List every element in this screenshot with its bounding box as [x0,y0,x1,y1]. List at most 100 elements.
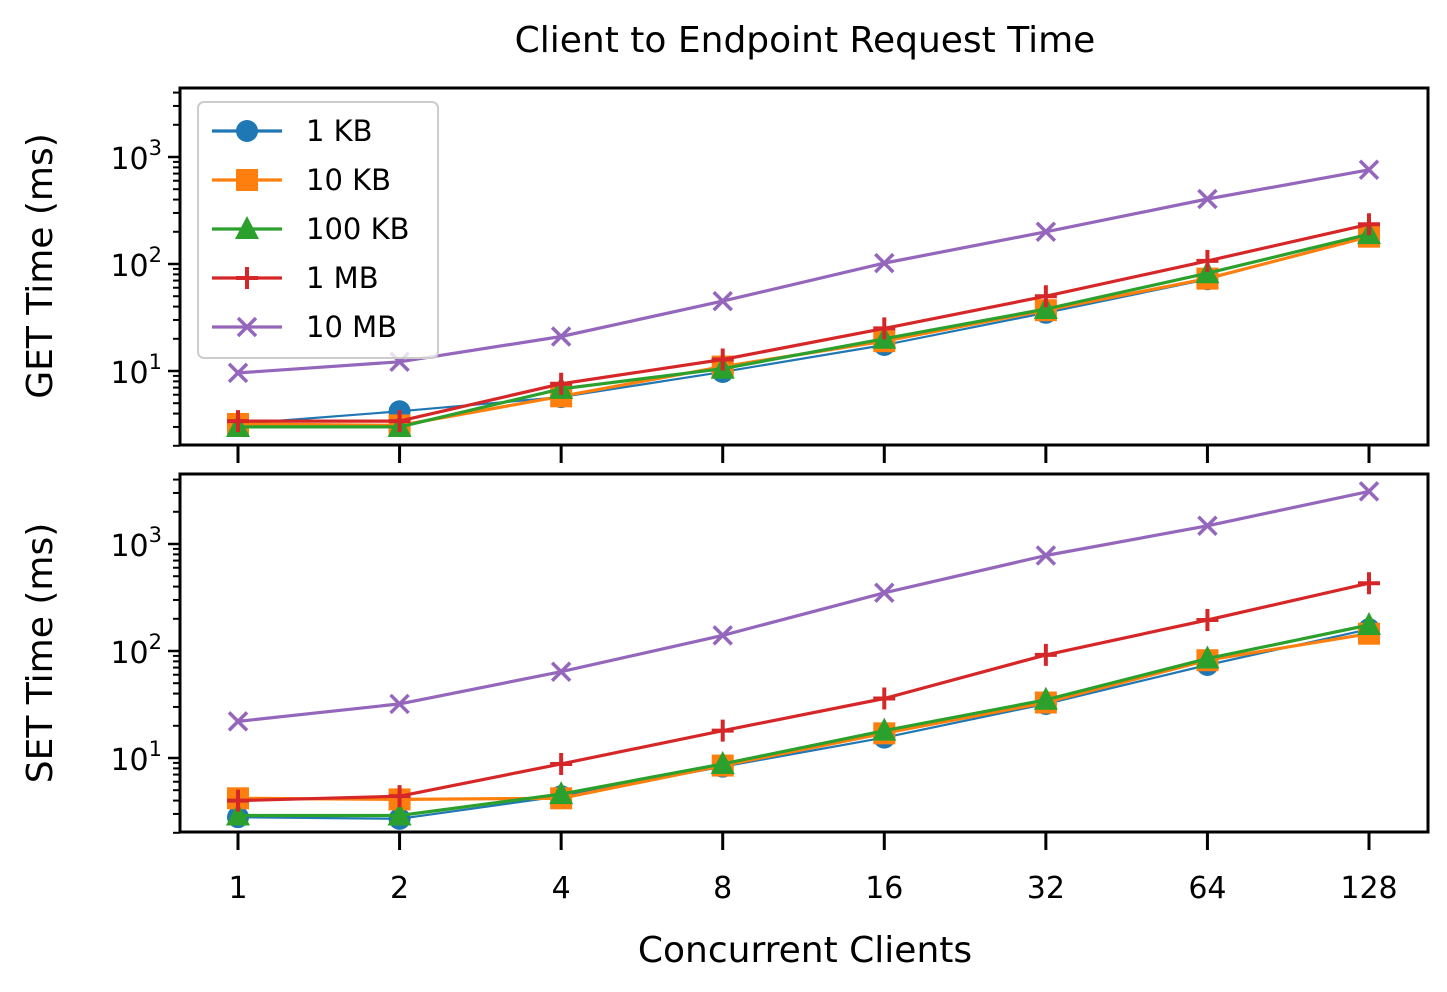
legend-label: 10 MB [306,310,397,344]
legend-marker [236,267,258,289]
legend-marker [235,216,259,239]
data-point-shape [873,317,896,340]
data-point [550,752,573,775]
data-point-shape [874,252,895,274]
x-tick-label: 128 [1340,871,1397,906]
data-point-shape [874,582,895,604]
data-point-shape [873,687,896,710]
series-line [237,489,1370,723]
data-point-shape [1033,686,1058,710]
data-point-shape [1197,188,1218,210]
data-point [1358,213,1380,236]
data-point-shape [1195,645,1220,669]
data-point [387,802,412,826]
data-point [711,719,734,742]
data-point [1197,515,1218,537]
data-point-shape [1035,545,1057,566]
data-point [1357,611,1381,635]
data-point [874,582,895,604]
y-axis-label: GET Time (ms) [20,133,61,399]
data-point [549,781,574,805]
legend-entry: 10 KB [212,163,391,197]
y-tick-label: 101 [110,737,162,778]
data-point-shape [1196,249,1219,272]
x-tick-label: 1 [228,871,247,906]
x-tick-label: 2 [390,871,409,906]
data-point-shape [549,781,574,805]
data-point [388,785,411,808]
data-point [712,290,733,312]
data-point-shape [550,372,573,395]
data-point [873,317,896,340]
data-point-shape [1034,643,1057,666]
legend-frame [197,101,439,359]
data-point [227,711,249,732]
x-tick-label: 32 [1027,871,1065,906]
x-tick-label: 8 [713,871,732,906]
data-point-shape [872,717,897,741]
legend-marker-shape [236,267,258,289]
data-point-shape [1197,515,1218,537]
legend-marker-shape [236,316,258,338]
legend-entry: 1 KB [212,114,373,148]
data-point [1034,285,1057,308]
data-point-shape [1358,159,1380,180]
series-line [237,628,1370,820]
legend-entry: 1 MB [212,261,379,295]
data-point-shape [712,625,733,646]
data-point-shape [1358,572,1380,595]
legend-marker-shape [236,169,258,191]
y-axis-label: SET Time (ms) [20,523,61,784]
data-point-shape [711,719,734,742]
data-point [227,789,249,812]
axes-frame [178,472,1430,834]
legend-entry: 100 KB [212,212,409,246]
set-time-panel: SET Time (ms) 101 102 103 1 2 4 8 16 32 64 128 [20,472,1430,906]
legend-label: 1 KB [306,114,373,148]
legend-label: 100 KB [306,212,409,246]
data-point [1358,159,1380,180]
x-tick-label: 16 [865,871,903,906]
y-tick-label: 103 [110,523,162,564]
legend-marker [236,169,258,191]
data-point [874,252,895,274]
data-point-shape [1035,221,1057,243]
y-tick-label: 102 [110,630,162,671]
data-point [226,802,250,826]
data-point [388,410,411,433]
data-point [1197,188,1218,210]
data-point-shape [227,711,249,732]
data-point-shape [1034,285,1057,308]
legend-label: 10 KB [306,163,391,197]
data-point-shape [550,752,573,775]
legend-marker [236,120,258,142]
data-point-shape [710,750,735,774]
series-line [238,623,1370,818]
data-point-shape [1033,295,1058,319]
data-point [227,410,249,433]
legend-entry: 10 MB [212,310,397,344]
y-tick-label: 102 [110,243,162,284]
data-point-shape [227,410,249,433]
data-point-shape [1357,611,1381,635]
legend-label: 1 MB [306,261,379,295]
data-point [872,717,897,741]
legend-marker [236,316,258,338]
data-point-shape [388,410,411,433]
series-1-mb [227,572,1380,812]
data-point [389,693,410,715]
data-point [1358,481,1380,502]
data-point-shape [712,290,733,312]
data-point-shape [1358,481,1380,502]
data-point [550,372,573,395]
data-point [1034,643,1057,666]
legend: 1 KB 10 KB 100 KB 1 MB 10 MB [197,101,439,359]
axes-frame [178,86,1430,447]
series-1-mb [227,213,1380,433]
chart-title: Client to Endpoint Request Time [515,20,1096,61]
data-point-shape [388,785,411,808]
data-point-shape [227,789,249,812]
series-10-mb [227,481,1380,732]
data-point [1033,295,1058,319]
x-axis-label: Concurrent Clients [638,930,972,971]
